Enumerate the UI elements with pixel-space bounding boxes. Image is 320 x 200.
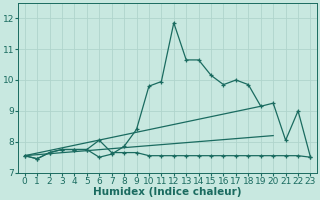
X-axis label: Humidex (Indice chaleur): Humidex (Indice chaleur) xyxy=(93,187,242,197)
